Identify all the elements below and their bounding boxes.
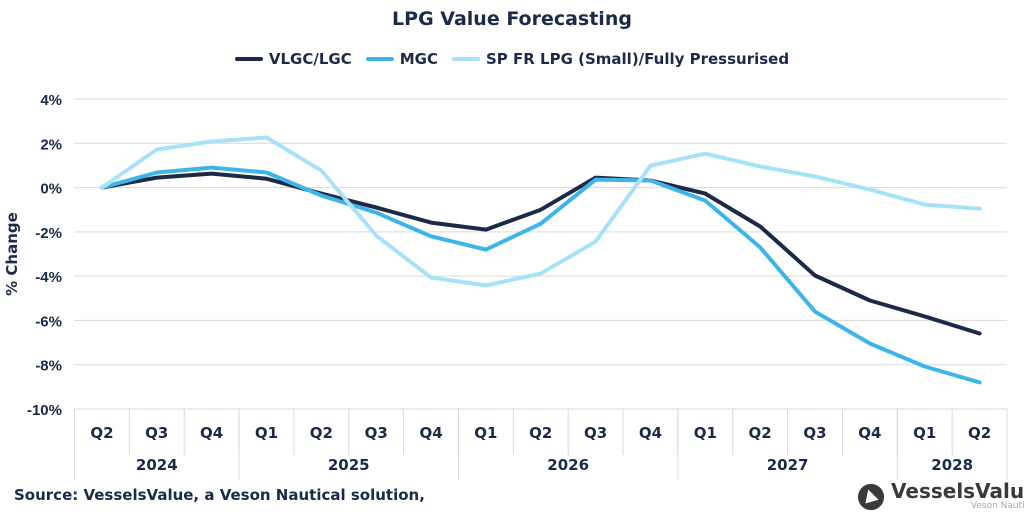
x-tick-label: Q1 bbox=[474, 424, 497, 442]
x-tick-label: Q3 bbox=[365, 424, 388, 442]
y-tick-label: 2% bbox=[40, 136, 62, 153]
x-tick-label: Q1 bbox=[694, 424, 717, 442]
x-tick-label: Q3 bbox=[584, 424, 607, 442]
legend-swatch bbox=[234, 57, 263, 61]
y-tick-label: 4% bbox=[40, 92, 62, 109]
logo-icon bbox=[857, 483, 885, 510]
x-tick-label: Q4 bbox=[419, 424, 442, 442]
legend-swatch bbox=[365, 57, 394, 61]
year-label: 2024 bbox=[136, 456, 178, 474]
x-tick-label: Q2 bbox=[90, 424, 113, 442]
year-label: 2025 bbox=[328, 456, 370, 474]
legend-label: MGC bbox=[399, 50, 438, 68]
legend-item-mgc: MGC bbox=[365, 50, 438, 68]
year-label: 2027 bbox=[767, 456, 809, 474]
legend-item-sp: SP FR LPG (Small)/Fully Pressurised bbox=[452, 50, 789, 68]
x-tick-label: Q1 bbox=[913, 424, 936, 442]
series-line-0 bbox=[99, 171, 982, 336]
x-tick-label: Q3 bbox=[145, 424, 168, 442]
x-tick-label: Q2 bbox=[968, 424, 991, 442]
series-line-1 bbox=[99, 165, 982, 385]
x-tick-label: Q4 bbox=[200, 424, 223, 442]
year-label: 2028 bbox=[931, 456, 973, 474]
y-tick-label: -2% bbox=[35, 225, 62, 242]
chart-title: LPG Value Forecasting bbox=[392, 8, 632, 30]
legend-label: VLGC/LGC bbox=[268, 50, 352, 68]
legend: VLGC/LGC MGC SP FR LPG (Small)/Fully Pre… bbox=[0, 50, 1024, 68]
x-tick-label: Q2 bbox=[310, 424, 333, 442]
y-tick-label: -4% bbox=[35, 269, 62, 286]
legend-swatch bbox=[452, 57, 480, 61]
x-tick-label: Q2 bbox=[529, 424, 552, 442]
x-tick-label: Q1 bbox=[255, 424, 278, 442]
legend-item-vlgc: VLGC/LGC bbox=[234, 50, 352, 68]
legend-label: SP FR LPG (Small)/Fully Pressurised bbox=[486, 50, 790, 68]
y-tick-label: -6% bbox=[35, 313, 62, 330]
y-tick-label: -8% bbox=[35, 358, 62, 375]
x-tick-label: Q4 bbox=[639, 424, 662, 442]
y-axis-label: % Change bbox=[3, 212, 21, 296]
series-line-2 bbox=[99, 135, 982, 288]
source-note: Source: VesselsValue, a Veson Nautical s… bbox=[14, 486, 425, 504]
year-label: 2026 bbox=[547, 456, 589, 474]
x-tick-label: Q2 bbox=[749, 424, 772, 442]
logo-sub: Veson Nautical bbox=[970, 501, 1024, 511]
y-tick-label: 0% bbox=[40, 181, 62, 198]
y-tick-label: -10% bbox=[27, 402, 62, 419]
x-tick-label: Q3 bbox=[803, 424, 826, 442]
logo-name: VesselsValue bbox=[891, 479, 1024, 503]
x-tick-label: Q4 bbox=[858, 424, 881, 442]
